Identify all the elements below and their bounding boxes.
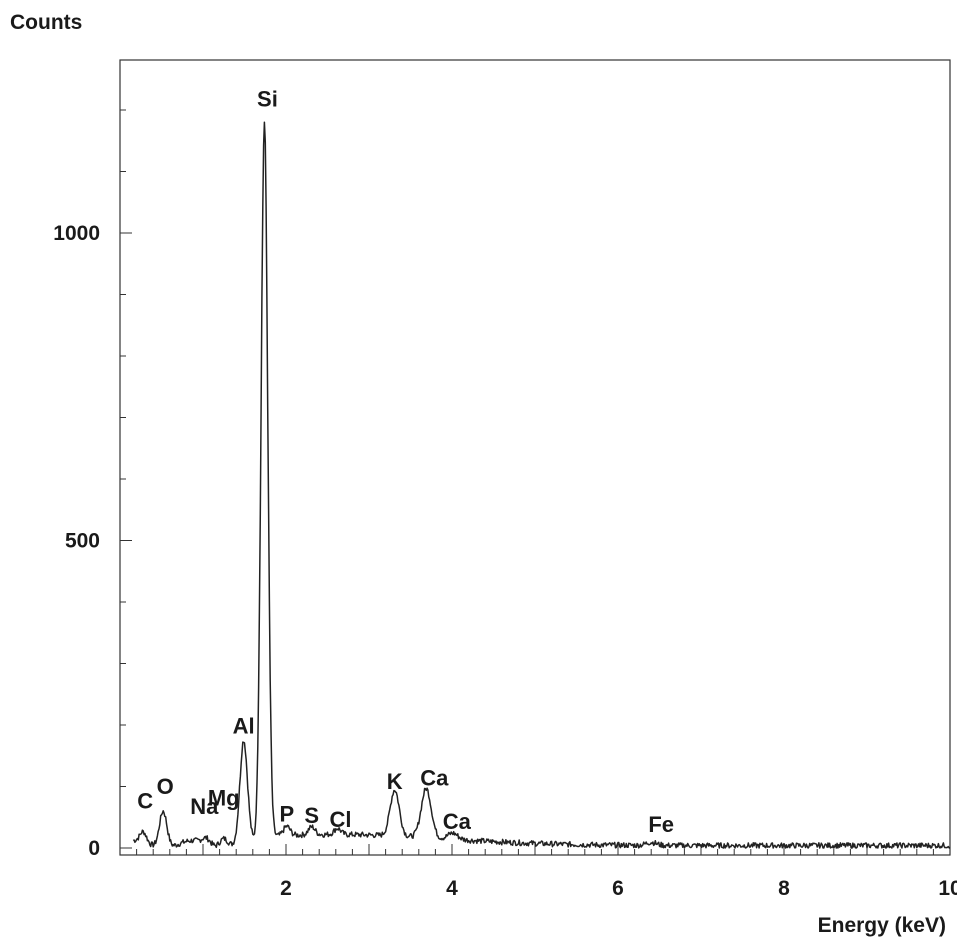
y-axis-label: Counts <box>10 11 82 34</box>
peak-label-ca: Ca <box>443 809 472 834</box>
axes-layer: 2 4 6 8 10 0 500 1000 <box>53 109 957 900</box>
peak-label-fe: Fe <box>648 812 674 837</box>
x-tick-label: 4 <box>446 877 458 900</box>
y-tick-label: 500 <box>65 530 100 553</box>
spectrum-line <box>132 121 951 849</box>
peak-label-mg: Mg <box>208 786 240 811</box>
peak-label-si: Si <box>257 86 278 111</box>
x-tick-label: 10 <box>938 877 957 900</box>
x-tick-label: 8 <box>778 877 790 900</box>
y-tick-label: 0 <box>88 837 100 860</box>
peak-label-cl: Cl <box>329 807 351 832</box>
peak-label-na: Na <box>190 794 219 819</box>
x-tick-label: 6 <box>612 877 624 900</box>
peak-label-c: C <box>137 788 153 813</box>
peak-label-o: O <box>157 774 174 799</box>
x-axis-label: Energy (keV) <box>818 914 946 937</box>
peak-label-ca: Ca <box>420 766 449 791</box>
x-tick-label: 2 <box>280 877 292 900</box>
peak-label-p: P <box>279 802 294 827</box>
y-tick-label: 1000 <box>53 222 100 245</box>
peak-label-s: S <box>304 803 319 828</box>
peak-label-k: K <box>387 769 403 794</box>
peak-label-al: Al <box>233 713 255 738</box>
